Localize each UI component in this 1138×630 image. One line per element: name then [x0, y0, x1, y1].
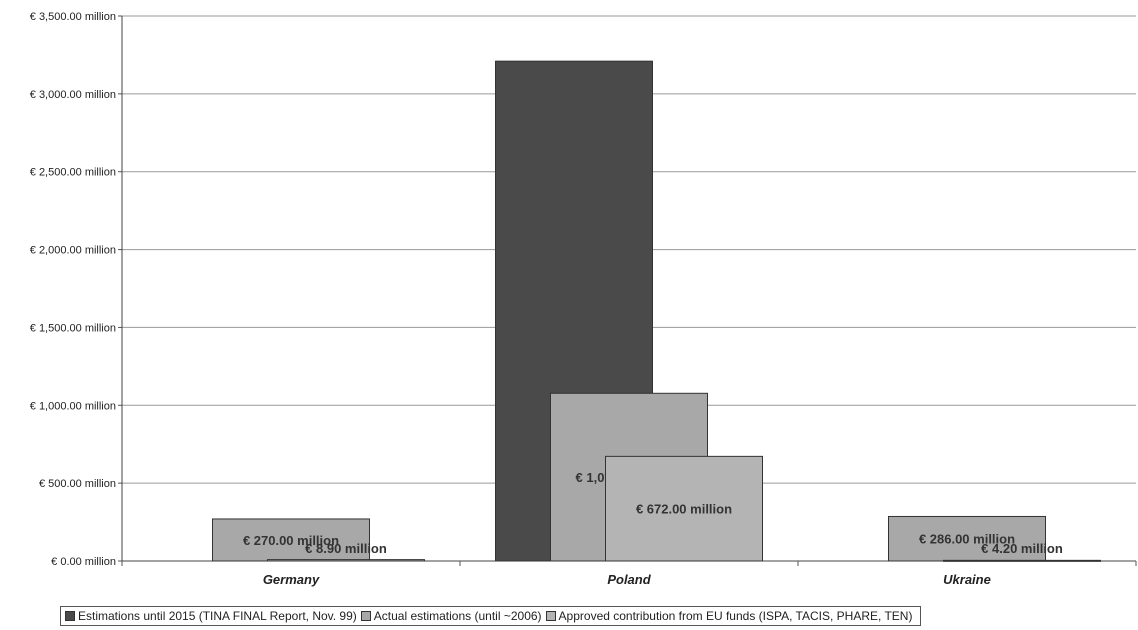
legend-swatch	[65, 611, 75, 621]
chart-legend: Estimations until 2015 (TINA FINAL Repor…	[60, 606, 922, 626]
legend-swatch	[545, 611, 556, 621]
bar	[605, 455, 763, 562]
y-tick-label: € 0.00 million	[51, 556, 116, 568]
legend-label: Approved contribution from EU funds (ISP…	[558, 609, 913, 623]
y-tick-label: € 2,500.00 million	[30, 167, 116, 179]
legend-item: Approved contribution from EU funds (ISP…	[545, 609, 913, 623]
bar	[267, 559, 425, 562]
y-tick-label: € 1,000.00 million	[30, 400, 116, 412]
y-tick-label: € 500.00 million	[39, 478, 116, 490]
y-tick-label: € 1,500.00 million	[30, 322, 116, 334]
legend-label: Actual estimations (until ~2006)	[373, 609, 542, 623]
bar-chart: € 0.00 million € 500.00 million € 1,000.00…	[30, 11, 1137, 587]
x-category-label: Ukraine	[943, 572, 991, 587]
y-tick-label: € 3,000.00 million	[30, 89, 116, 101]
bar-data-label: € 8.90 million	[305, 541, 387, 556]
legend-item: Estimations until 2015 (TINA FINAL Repor…	[65, 609, 357, 623]
legend-swatch	[360, 611, 371, 621]
bar-data-label: € 672.00 million	[636, 502, 732, 517]
bar-data-label: € 270.00 million	[243, 533, 339, 548]
x-category-label: Poland	[607, 572, 651, 587]
bar	[943, 559, 1101, 562]
y-tick-label: € 2,000.00 million	[30, 245, 116, 257]
bar-data-label: € 4.20 million	[981, 541, 1063, 556]
legend-label: Estimations until 2015 (TINA FINAL Repor…	[78, 609, 357, 623]
y-tick-label: € 3,500.00 million	[30, 11, 116, 23]
bar-data-label: € 286.00 million	[919, 532, 1015, 547]
x-category-label: Germany	[263, 572, 320, 587]
legend-item: Actual estimations (until ~2006)	[360, 609, 542, 623]
